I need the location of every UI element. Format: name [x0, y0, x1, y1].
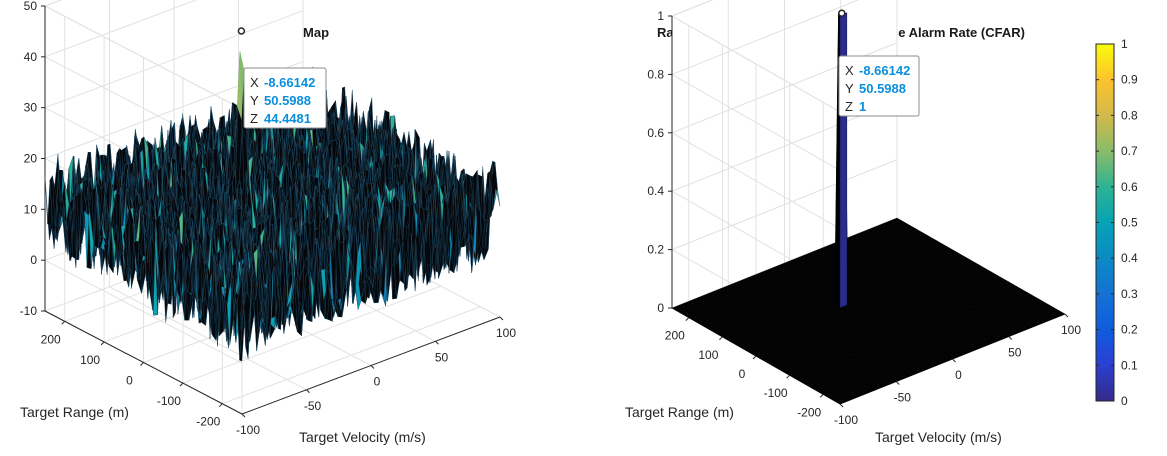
y-tick-label: 200	[41, 332, 61, 346]
y-tick-mark	[218, 403, 223, 408]
x-tick-label: 100	[496, 326, 516, 340]
data-tip-z-value: 44.4481	[264, 111, 311, 126]
y-axis-label: Target Range (m)	[20, 404, 129, 420]
x-tick-label: -100	[236, 423, 260, 437]
z-tick-label: 0	[30, 253, 37, 267]
x-tick-mark	[241, 413, 246, 418]
y-tick-mark	[179, 382, 184, 387]
data-tip-marker[interactable]	[237, 27, 246, 35]
x-tick-mark	[306, 389, 310, 394]
z-tick-label: 10	[24, 202, 38, 216]
x-tick-mark	[435, 340, 439, 345]
y-tick-label: -200	[196, 415, 220, 429]
range-doppler-chart: Range Doppler Map -100-50050100-200-1000…	[20, 0, 516, 445]
y-tick-mark	[61, 320, 66, 325]
cfar-chart: Range Doppler Map with Constant False Al…	[625, 0, 1081, 445]
data-tip-y-key: Y	[250, 93, 259, 108]
z-tick-label: 20	[24, 152, 38, 166]
z-tick-label: 50	[24, 0, 38, 13]
y-tick-label: 100	[80, 353, 100, 367]
y-tick-mark	[140, 362, 144, 366]
x-tick-mark	[499, 316, 504, 321]
data-tip-z-key: Z	[250, 111, 258, 126]
z-tick-label: 40	[24, 50, 38, 64]
y-tick-label: 0	[126, 374, 133, 388]
data-tip-x-value: -8.66142	[264, 75, 315, 90]
z-tick-label: 30	[24, 101, 38, 115]
z-tick-label: -10	[20, 304, 38, 318]
surface-plot	[44, 51, 501, 362]
data-tip-y-value: 50.5988	[264, 93, 311, 108]
y-tick-label: -100	[157, 394, 181, 408]
x-axis-label: Target Velocity (m/s)	[299, 429, 426, 445]
data-tip-x-key: X	[250, 75, 259, 90]
x-tick-label: 0	[374, 375, 381, 389]
x-tick-label: -50	[304, 399, 322, 413]
x-tick-mark	[370, 365, 375, 369]
y-tick-mark	[100, 341, 105, 346]
x-tick-label: 50	[435, 350, 449, 364]
